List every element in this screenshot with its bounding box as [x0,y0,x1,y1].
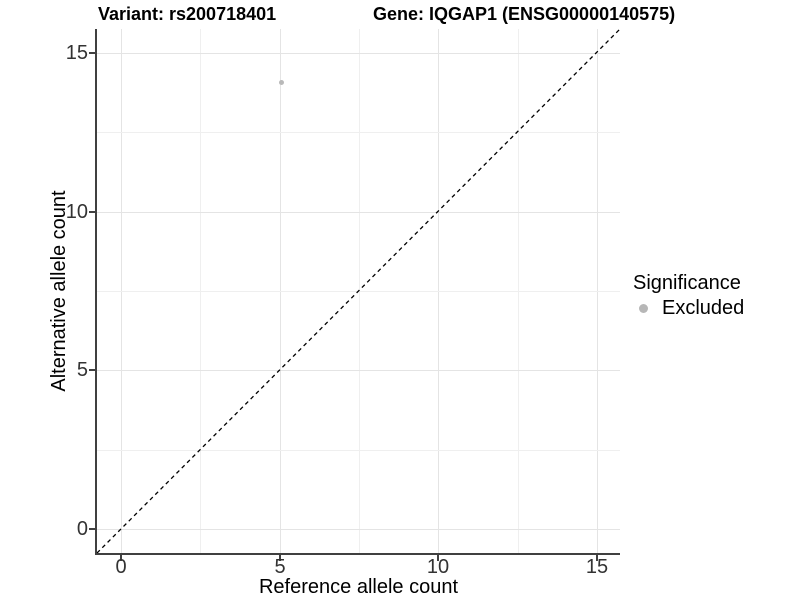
legend: Significance Excluded [633,272,798,319]
x-tick-label-5: 5 [274,556,286,578]
gridline-y0 [97,529,620,530]
y-tick-10 [89,211,95,213]
x-axis-line [95,553,620,555]
identity-line [96,28,621,554]
x-tick-0 [120,555,122,561]
plot-panel [96,28,621,554]
x-tick-10 [437,555,439,561]
legend-item-excluded: Excluded [633,297,798,319]
gridline-y12-5 [97,132,620,133]
legend-key-circle-icon [639,303,648,313]
y-tick-5 [89,369,95,371]
x-axis-title: Reference allele count [258,576,458,598]
plot-title-gene: Gene: IQGAP1 (ENSG00000140575) [373,4,676,24]
x-tick-15 [596,555,598,561]
y-tick-label-15: 15 [65,42,88,64]
gridline-y10 [97,212,620,213]
y-axis-title: Alternative allele count [48,190,70,392]
plot-title-variant: Variant: rs200718401 [98,4,277,24]
y-axis-line [95,29,97,555]
x-tick-5 [279,555,281,561]
y-tick-0 [89,528,95,530]
gridline-y15 [97,53,620,54]
y-tick-label-5: 5 [76,359,88,381]
y-tick-15 [89,52,95,54]
gridline-y2-5 [97,450,620,451]
x-tick-label-15: 15 [585,556,609,578]
y-tick-label-0: 0 [76,518,88,540]
legend-item-label: Excluded [662,297,745,319]
x-tick-label-10: 10 [426,556,450,578]
y-tick-label-10: 10 [65,201,88,223]
gridline-y5 [97,370,620,371]
legend-title: Significance [633,272,741,294]
data-point-excluded [279,80,284,85]
x-tick-label-0: 0 [115,556,127,578]
